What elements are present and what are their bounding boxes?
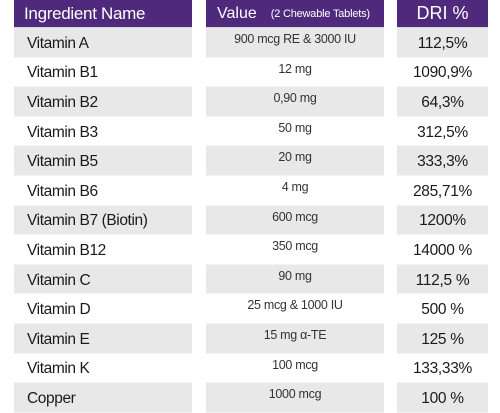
- value-cell: 15 mg α-TE: [206, 323, 384, 354]
- value-cell: 50 mg: [206, 116, 384, 147]
- value-header: Value (2 Chewable Tablets): [206, 0, 384, 28]
- value-cell: 4 mg: [206, 175, 384, 206]
- dri-cell: 312,5%: [397, 116, 488, 147]
- ingredient-name-cell: Vitamin B2: [14, 87, 192, 117]
- ingredient-name-cell: Vitamin B12: [14, 235, 192, 265]
- dri-cell: 333,3%: [397, 146, 488, 176]
- value-cell: 600 mcg: [206, 205, 384, 236]
- value-cell: 20 mg: [206, 146, 384, 176]
- value-cell: 12 mg: [206, 57, 384, 88]
- dri-header: DRI %: [397, 0, 488, 28]
- ingredient-name-cell: Vitamin C: [14, 264, 192, 295]
- value-cell: 0,90 mg: [206, 87, 384, 117]
- ingredient-name-cell: Vitamin B7 (Biotin): [14, 205, 192, 236]
- ingredient-name-cell: Copper: [14, 383, 192, 413]
- ingredient-name-cell: Vitamin B6: [14, 175, 192, 206]
- dri-cell: 500 %: [397, 294, 488, 324]
- ingredient-name-cell: Vitamin D: [14, 294, 192, 324]
- dri-cell: 1200%: [397, 205, 488, 236]
- ingredient-name-header: Ingredient Name: [14, 0, 192, 28]
- dri-cell: 285,71%: [397, 175, 488, 206]
- ingredient-name-cell: Vitamin K: [14, 353, 192, 384]
- value-cell: 350 mcg: [206, 235, 384, 265]
- value-column: Value (2 Chewable Tablets) 900 mcg RE & …: [206, 0, 384, 413]
- dri-cell: 112,5%: [397, 28, 488, 58]
- value-cell: 25 mcg & 1000 IU: [206, 294, 384, 324]
- ingredient-name-cell: Vitamin B3: [14, 116, 192, 147]
- dri-cell: 14000 %: [397, 235, 488, 265]
- dri-cell: 133,33%: [397, 353, 488, 384]
- ingredient-name-cell: Vitamin E: [14, 323, 192, 354]
- dri-column: DRI % 112,5% 1090,9% 64,3% 312,5% 333,3%…: [397, 0, 488, 413]
- value-cell: 90 mg: [206, 264, 384, 295]
- dri-cell: 112,5 %: [397, 264, 488, 295]
- value-cell: 900 mcg RE & 3000 IU: [206, 28, 384, 58]
- ingredient-name-cell: Vitamin B5: [14, 146, 192, 176]
- value-header-label: Value: [217, 4, 257, 22]
- value-cell: 100 mcg: [206, 353, 384, 384]
- dri-cell: 125 %: [397, 323, 488, 354]
- ingredient-name-cell: Vitamin A: [14, 28, 192, 58]
- dri-cell: 64,3%: [397, 87, 488, 117]
- value-cell: 1000 mcg: [206, 383, 384, 413]
- ingredient-name-column: Ingredient Name Vitamin A Vitamin B1 Vit…: [14, 0, 192, 413]
- dri-cell: 1090,9%: [397, 57, 488, 88]
- value-header-note: (2 Chewable Tablets): [270, 7, 370, 20]
- dri-cell: 100 %: [397, 383, 488, 413]
- ingredient-name-cell: Vitamin B1: [14, 57, 192, 88]
